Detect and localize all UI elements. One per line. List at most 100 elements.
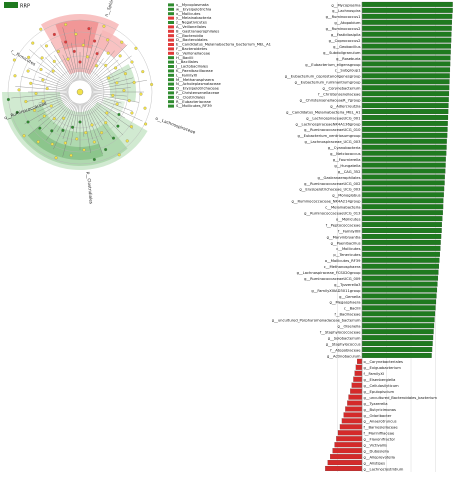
bar-label: g__Hungatella <box>334 164 360 168</box>
clade-branch <box>91 92 127 97</box>
clade-branch <box>61 41 77 81</box>
bar-label: g__Eubacterium_ventriosumgroup <box>298 134 362 138</box>
clade-node <box>92 157 96 161</box>
bar-label: g__Olsenella <box>337 325 360 329</box>
clade-node <box>31 41 35 45</box>
clade-branch <box>82 103 93 140</box>
key-swatch <box>168 3 174 7</box>
bar-label: f__FamilyXIII <box>338 229 361 233</box>
clade-branch <box>74 29 80 81</box>
clade-branch <box>45 57 72 84</box>
bar-label: g__Butyricimonas <box>364 408 397 412</box>
bar-label: f__Bacillaceae <box>335 313 362 317</box>
bar <box>361 198 444 204</box>
clade-branch <box>62 27 78 81</box>
clade-node <box>104 148 108 152</box>
clade-branch <box>84 51 100 82</box>
clade-node <box>64 23 68 27</box>
clade-node <box>123 72 127 76</box>
clade-node <box>24 100 28 104</box>
bar-label: g__Gemella <box>339 295 360 299</box>
clade-ring-label: n__Sphingomonadaceae <box>104 0 126 17</box>
bar <box>361 323 435 329</box>
bar <box>361 281 438 287</box>
clade-branch <box>76 103 80 133</box>
bar <box>361 335 434 341</box>
clade-branch <box>24 97 70 125</box>
clade-branch <box>40 100 72 132</box>
key-swatch <box>168 82 174 86</box>
clade-branch <box>83 33 102 81</box>
key-swatch <box>168 56 174 60</box>
clade-node <box>78 60 82 64</box>
clade-node <box>61 128 65 132</box>
bar <box>361 329 434 335</box>
bar <box>361 245 441 251</box>
bar <box>361 126 448 132</box>
clade-branch <box>27 99 71 136</box>
clade-node <box>15 110 19 114</box>
clade-node <box>54 156 58 160</box>
bar-label: g__Roseburia <box>336 57 360 61</box>
key-swatch <box>168 65 174 68</box>
clade-node <box>90 123 94 127</box>
bar <box>361 186 445 192</box>
clade-node <box>72 49 76 53</box>
bar-label: c__Mollicutes <box>336 247 360 251</box>
clade-node <box>93 39 97 43</box>
key-swatch <box>168 69 174 73</box>
bar-label: g__Adlercreutzia <box>330 104 360 108</box>
clade-node <box>45 87 49 91</box>
key-swatch <box>168 47 174 51</box>
bar <box>361 341 433 347</box>
bar-label: g__RuminococcaceaeUCG_013 <box>304 212 361 216</box>
bar-label: g__Lachnoclostridium <box>364 467 404 471</box>
bar <box>361 257 440 263</box>
clade-branch <box>90 66 134 88</box>
clade-node <box>74 32 78 36</box>
key-label: y__Melainabacteria <box>176 16 211 20</box>
bar-label: g__Ruminococcus1 <box>326 15 361 19</box>
clade-node <box>39 27 43 31</box>
clade-node <box>51 69 55 73</box>
key-label: R__Eubacteriaceae <box>176 100 212 104</box>
bar-label: g__Atopobium <box>334 21 360 25</box>
clade-branch <box>88 100 124 136</box>
bar-label: g__RuminococcaceaeUCG_010 <box>304 128 361 132</box>
clade-branch <box>38 98 71 122</box>
clade-branch <box>84 102 103 141</box>
bar <box>361 251 440 257</box>
key-swatch <box>168 38 174 42</box>
clade-branch <box>89 99 117 123</box>
bar <box>361 144 447 150</box>
bar-label: g__CAG_352 <box>338 170 361 174</box>
key-label: B__Gastranaerophilales <box>176 29 219 33</box>
bar <box>361 346 433 353</box>
clade-node <box>150 82 154 86</box>
clade-branch <box>88 44 128 84</box>
clade-node <box>115 102 119 106</box>
key-label: D__Bacteroidales <box>176 38 208 42</box>
bar <box>361 269 439 275</box>
clade-branch <box>91 77 134 90</box>
clade-branch <box>82 44 93 81</box>
bar <box>353 376 363 382</box>
clade-node <box>114 66 118 70</box>
clade-branch <box>86 58 104 83</box>
bar-label: g__Exiguobacterium <box>364 366 402 370</box>
bar-label: g__Flavonifractor <box>364 438 396 442</box>
key-swatch <box>168 60 174 64</box>
clade-node <box>85 55 89 59</box>
clade-branch <box>46 101 74 141</box>
clade-branch <box>50 41 75 82</box>
bar <box>361 97 449 103</box>
clade-node <box>106 38 110 42</box>
key-swatch <box>168 16 174 20</box>
clade-node <box>71 125 75 129</box>
bar <box>361 19 452 25</box>
clade-node <box>87 27 91 31</box>
bar <box>348 394 363 400</box>
bar <box>361 31 452 37</box>
